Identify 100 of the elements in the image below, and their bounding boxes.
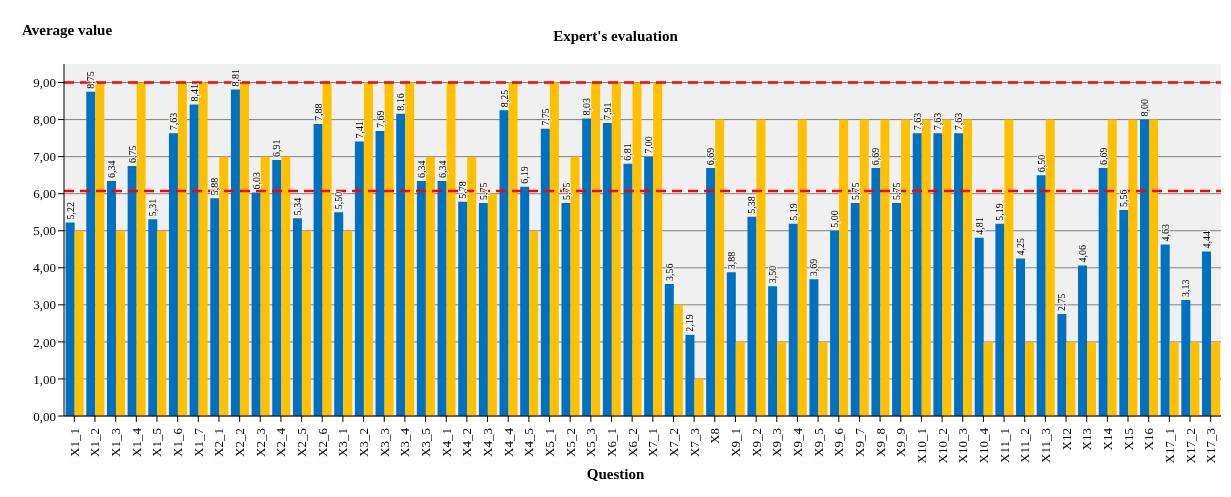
data-label: 7,00 bbox=[643, 136, 655, 154]
x-tick-label: X4_2 bbox=[459, 428, 475, 457]
x-tick-label: X7_1 bbox=[645, 428, 661, 457]
bar bbox=[830, 230, 840, 416]
bar bbox=[74, 230, 84, 416]
bar bbox=[148, 219, 158, 416]
bar bbox=[467, 156, 477, 416]
bar bbox=[540, 128, 550, 416]
data-label: 6,69 bbox=[705, 147, 717, 166]
x-tick-label: X4_3 bbox=[480, 428, 496, 457]
bar bbox=[706, 168, 716, 416]
data-label: 5,19 bbox=[994, 203, 1006, 221]
x-tick-label: X9_9 bbox=[893, 428, 909, 457]
data-label: 5,31 bbox=[147, 198, 159, 217]
data-label: 8,16 bbox=[395, 93, 407, 111]
x-tick-label: X16 bbox=[1141, 427, 1157, 451]
x-tick-label: X15 bbox=[1120, 428, 1136, 451]
bar bbox=[487, 193, 497, 416]
data-label: 6,34 bbox=[105, 160, 117, 179]
bar bbox=[788, 223, 798, 416]
bar bbox=[901, 119, 911, 416]
bar bbox=[809, 279, 819, 416]
data-label: 5,38 bbox=[746, 196, 758, 214]
bar bbox=[301, 230, 311, 416]
data-label: 8,81 bbox=[229, 69, 241, 87]
bar bbox=[363, 82, 373, 416]
data-label: 6,19 bbox=[519, 166, 531, 184]
bar bbox=[1025, 341, 1035, 416]
bar bbox=[313, 124, 323, 416]
data-label: 5,78 bbox=[457, 181, 469, 199]
bar bbox=[499, 110, 509, 416]
x-tick-label: X1_1 bbox=[66, 428, 82, 457]
x-tick-label: X5_2 bbox=[562, 428, 578, 457]
data-label: 3,13 bbox=[1180, 279, 1192, 298]
bar bbox=[1045, 119, 1055, 416]
bar bbox=[983, 341, 993, 416]
bar bbox=[850, 202, 860, 416]
data-label: 7,63 bbox=[953, 112, 965, 131]
bar bbox=[664, 284, 674, 416]
data-label: 7,69 bbox=[374, 110, 386, 129]
bar bbox=[623, 163, 633, 416]
y-tick-label: 0,00 bbox=[33, 408, 56, 424]
bar bbox=[715, 119, 725, 416]
bar bbox=[272, 159, 282, 416]
bar bbox=[1149, 119, 1159, 416]
bar bbox=[416, 181, 426, 416]
x-tick-label: X1_3 bbox=[108, 428, 124, 457]
bar bbox=[168, 133, 178, 416]
data-label: 7,91 bbox=[601, 102, 613, 120]
data-label: 5,34 bbox=[291, 197, 303, 216]
data-label: 5,19 bbox=[787, 203, 799, 221]
data-label: 5,56 bbox=[1118, 189, 1130, 207]
x-tick-label: X4_4 bbox=[500, 427, 516, 457]
data-label: 4,81 bbox=[973, 217, 985, 235]
x-tick-label: X9_5 bbox=[810, 428, 826, 457]
x-tick-label: X10_4 bbox=[975, 427, 991, 464]
x-tick-label: X3_1 bbox=[335, 428, 351, 457]
x-tick-label: X7_2 bbox=[665, 428, 681, 457]
x-tick-label: X2_4 bbox=[273, 427, 289, 457]
bar bbox=[520, 186, 530, 416]
x-tick-label: X6_1 bbox=[604, 428, 620, 457]
x-tick-label: X11_1 bbox=[996, 428, 1012, 463]
x-axis-title: Question bbox=[585, 466, 646, 483]
data-label: 7,63 bbox=[932, 112, 944, 131]
data-label: 5,88 bbox=[209, 177, 221, 196]
bar bbox=[735, 341, 745, 416]
bar bbox=[1140, 119, 1150, 416]
y-tick-label: 2,00 bbox=[33, 334, 56, 350]
x-tick-label: X2_2 bbox=[232, 428, 248, 457]
x-tick-label: X13 bbox=[1079, 428, 1095, 451]
bar bbox=[1036, 175, 1046, 416]
bar bbox=[65, 222, 75, 416]
bar bbox=[189, 104, 199, 416]
bar bbox=[1087, 341, 1097, 416]
data-label: 4,25 bbox=[1015, 238, 1027, 256]
bar bbox=[1181, 300, 1191, 416]
bar bbox=[157, 230, 167, 416]
x-tick-label: X14 bbox=[1099, 427, 1115, 451]
bar bbox=[1107, 119, 1117, 416]
bar bbox=[230, 89, 240, 416]
x-tick-label: X9_3 bbox=[769, 428, 785, 457]
bar bbox=[1004, 119, 1014, 416]
bar bbox=[859, 119, 869, 416]
bar bbox=[747, 216, 757, 416]
data-label: 3,50 bbox=[767, 265, 779, 284]
bar bbox=[210, 198, 220, 416]
bar bbox=[260, 156, 270, 416]
data-label: 5,50 bbox=[333, 191, 345, 210]
data-label: 2,75 bbox=[1056, 293, 1068, 312]
x-tick-label: X17_1 bbox=[1161, 428, 1177, 464]
bar bbox=[777, 341, 787, 416]
bar bbox=[880, 119, 890, 416]
x-tick-label: X1_4 bbox=[128, 427, 144, 457]
data-label: 6,81 bbox=[622, 143, 634, 161]
bar bbox=[1128, 119, 1138, 416]
y-tick-label: 3,00 bbox=[33, 297, 56, 313]
x-tick-label: X9_8 bbox=[872, 428, 888, 457]
x-tick-label: X1_6 bbox=[170, 427, 186, 457]
bar bbox=[1190, 341, 1200, 416]
bar bbox=[632, 82, 642, 416]
